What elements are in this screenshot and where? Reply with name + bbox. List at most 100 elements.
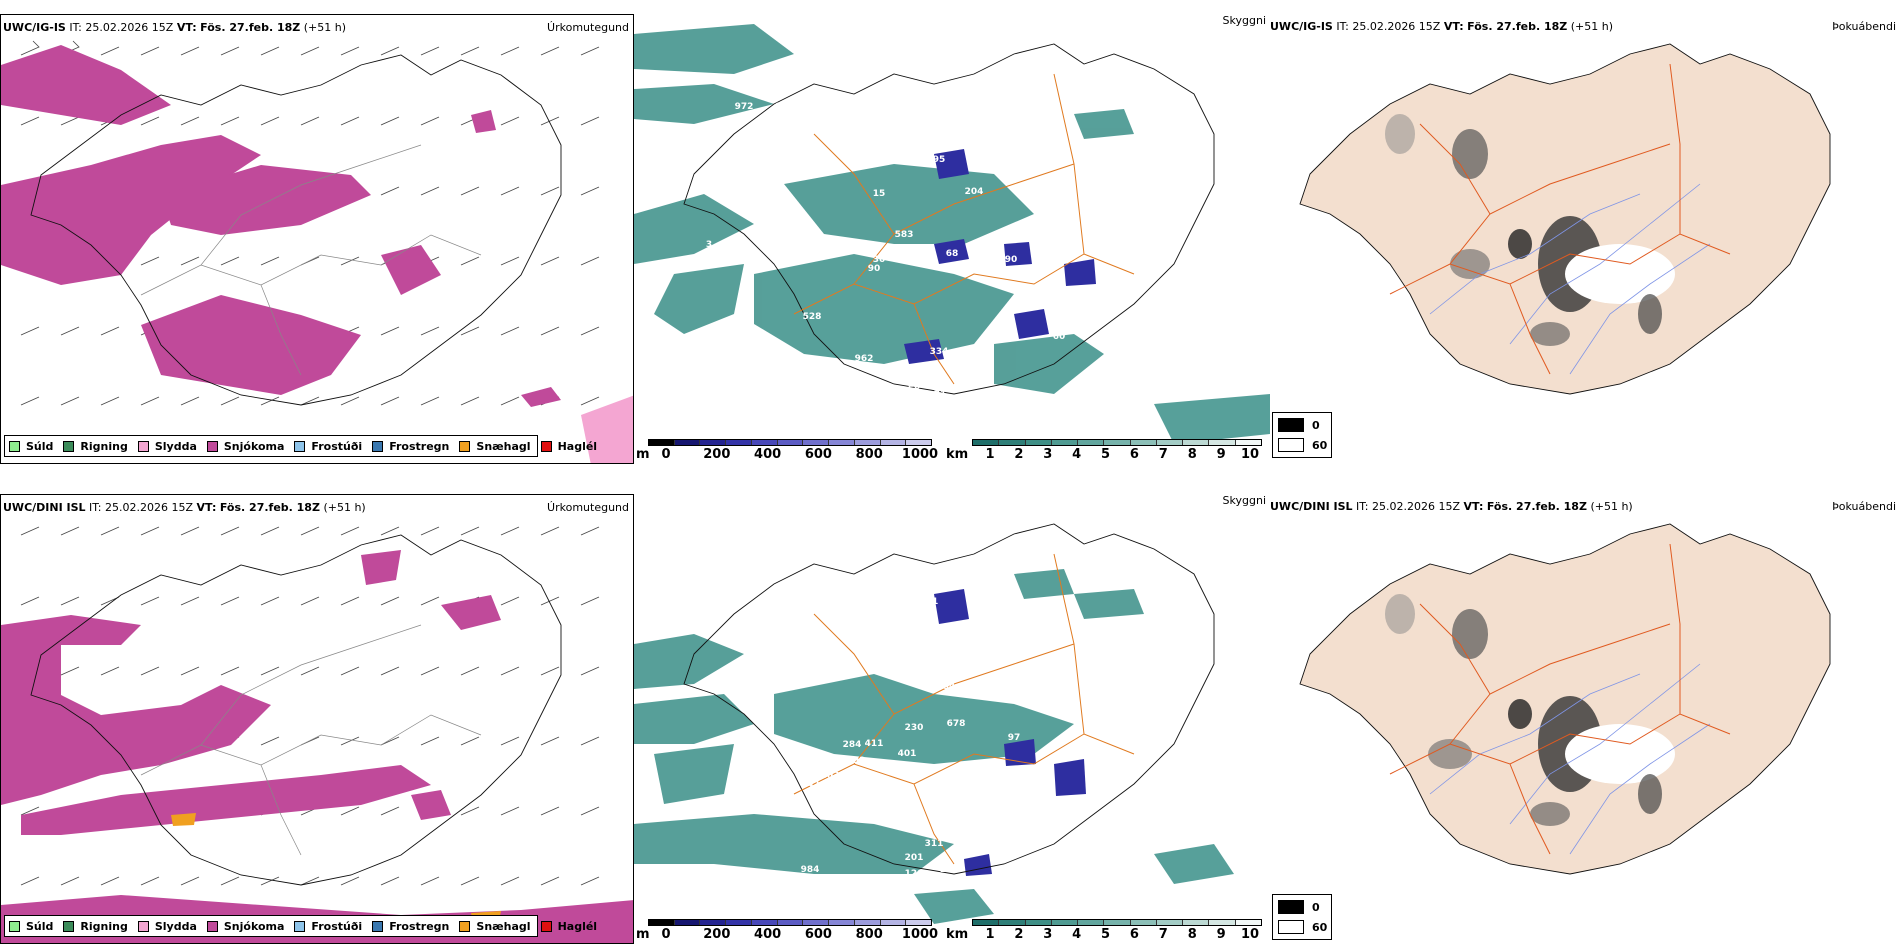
height_bar-unit: m — [636, 927, 650, 942]
legend-item-snæhagl: Snæhagl — [459, 920, 531, 933]
peak-label: 334 — [930, 347, 949, 357]
it-label: IT: — [1336, 20, 1349, 33]
fog-legend-swatch — [1278, 920, 1304, 934]
vis_bar-strip — [972, 439, 1262, 446]
fog-legend-row1: 0 60 — [1272, 412, 1332, 458]
legend-swatch — [63, 440, 75, 452]
model-name: UWC/IG-IS — [1270, 20, 1333, 33]
fog-legend-label: 60 — [1312, 438, 1328, 452]
roads — [140, 144, 482, 376]
legend-item-rigning: Rigning — [63, 439, 128, 453]
fog-legend-swatch — [1278, 438, 1304, 452]
precip-map-row1 — [1, 40, 633, 463]
peak-label: 242 — [801, 780, 820, 790]
fog-legend-row: 0 — [1278, 900, 1320, 914]
colorbar-segment — [1235, 920, 1261, 925]
rivers — [1429, 663, 1711, 855]
cloud-height-areas — [904, 149, 1096, 364]
peak-label: 201 — [905, 853, 924, 863]
colorbar-segment — [726, 440, 752, 445]
peak-label: 765 — [845, 785, 864, 795]
peak-label: 30 — [873, 255, 886, 265]
colorbar-segment — [854, 440, 881, 445]
legend-swatch — [294, 920, 306, 932]
colorbar-segment — [1025, 920, 1052, 925]
colorbar-segment — [906, 440, 932, 445]
peak-label: 311 — [925, 839, 944, 849]
colorbar-segment — [1130, 920, 1157, 925]
lead-time: (+51 h) — [1590, 500, 1633, 513]
it-value: 25.02.2026 15Z — [1352, 20, 1441, 33]
coastline — [30, 534, 562, 886]
fog-panel-row2: UWC/DINI ISL IT: 25.02.2026 15Z VT: Fös.… — [1270, 494, 1900, 944]
legend-item-haglél: Haglél — [540, 920, 597, 933]
it-label: IT: — [89, 501, 102, 514]
precip-panel-row2: UWC/DINI ISL IT: 25.02.2026 15Z VT: Fös.… — [0, 494, 634, 944]
peak-label: 809 — [795, 357, 814, 367]
peak-label: 120 — [905, 869, 924, 879]
colorbar-tick: 3 — [1043, 447, 1053, 462]
colorbar-segment — [1104, 440, 1131, 445]
peak-label: 204 — [965, 187, 984, 197]
peak-label: 624 — [667, 497, 686, 507]
lead-time: (+51 h) — [303, 21, 347, 34]
colorbar-segment — [700, 920, 727, 925]
legend-label: Frostregn — [389, 439, 450, 453]
it-value: 25.02.2026 15Z — [85, 21, 174, 34]
legend-swatch — [9, 440, 20, 452]
colorbar-segment — [1183, 440, 1210, 445]
colorbar-tick: 800 — [855, 447, 883, 462]
peak-label: 583 — [895, 230, 914, 240]
peak-label: 230 — [905, 723, 924, 733]
it-label: IT: — [69, 21, 82, 34]
legend-label: Súld — [26, 919, 54, 933]
colorbar-segment — [973, 920, 1000, 925]
colorbar-tick: 600 — [804, 447, 832, 462]
height_bar-strip — [648, 919, 932, 926]
legend-item-slydda: Slydda — [137, 440, 197, 453]
legend-swatch — [540, 920, 552, 932]
precip-legend-row2: Súld Rigning Slydda Snjókoma Frostúði Frostre… — [4, 915, 597, 937]
peak-label: 678 — [947, 719, 966, 729]
colorbar-tick: 6 — [1129, 927, 1139, 942]
lead-time: (+51 h) — [323, 501, 366, 514]
fog-header-row1: UWC/IG-IS IT: 25.02.2026 15Z VT: Fös. 27… — [1270, 20, 1613, 33]
roads — [1389, 543, 1731, 855]
peak-label: 528 — [803, 312, 822, 322]
peak-label: 58 — [908, 385, 921, 395]
legend-label: Rigning — [80, 439, 128, 453]
legend-item-frostúði: Frostúði — [294, 440, 362, 453]
peak-label: 48 — [1060, 809, 1073, 819]
legend-label: Frostúði — [311, 439, 363, 453]
precip-title-row1: Úrkomutegund — [547, 21, 629, 34]
model-name: UWC/IG-IS — [3, 21, 66, 34]
peak-label: 153 — [1015, 789, 1034, 799]
height-colorbar-row1: m 0 200 400 600 800 1000 — [634, 439, 944, 463]
peak-label: 60 — [1053, 332, 1066, 342]
colorbar-segment — [1156, 920, 1184, 925]
peak-label: 199 — [847, 756, 866, 766]
fog-index-shading — [1385, 594, 1675, 826]
fog-legend-row: 60 — [1278, 920, 1327, 934]
fog-title-row1: Þokuábendi — [1832, 20, 1896, 33]
visibility-areas — [634, 24, 1270, 444]
snow-areas — [1, 550, 633, 943]
visibility-colorbar-row1: km 1 2 3 4 5 6 7 8 9 10 — [944, 439, 1270, 463]
roads — [793, 73, 1135, 385]
vt-value: Fös. 27.feb. 18Z — [219, 501, 320, 514]
roads — [793, 553, 1135, 865]
colorbar-segment — [854, 920, 881, 925]
legend-item-súld: Súld — [9, 440, 53, 453]
colorbar-segment — [829, 440, 855, 445]
coastline — [683, 523, 1215, 875]
legend-swatch — [137, 440, 149, 452]
fog-header-row2: UWC/DINI ISL IT: 25.02.2026 15Z VT: Fös.… — [1270, 500, 1633, 513]
cloud-panel-row1: 972 636 95 204 15 583 165 30 90 68 3 90 60 528 334 862 8… — [634, 14, 1270, 464]
precip-map-row2 — [1, 526, 633, 943]
fog-legend-row2: 0 60 — [1272, 894, 1332, 940]
legend-swatch — [372, 920, 384, 932]
fog-legend-row: 60 — [1278, 438, 1327, 452]
colorbar-segment — [880, 440, 907, 445]
legend-swatch — [206, 440, 218, 452]
precip-header-row1: UWC/IG-IS IT: 25.02.2026 15Z VT: Fös. 27… — [3, 21, 346, 34]
